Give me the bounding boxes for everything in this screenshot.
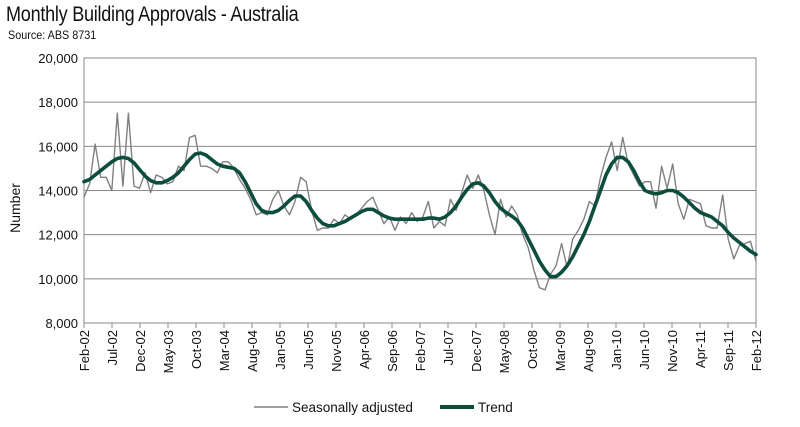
legend-label-trend: Trend	[478, 400, 513, 415]
legend: Seasonally adjusted Trend	[254, 400, 513, 415]
series-line-seasonally-adjusted	[83, 112, 757, 291]
y-tick-label: 20,000	[38, 51, 78, 66]
x-tick-label: Aug-09	[581, 330, 596, 372]
x-tick-label: Jul-02	[105, 330, 120, 365]
x-tick-label: Jan-10	[609, 330, 624, 370]
y-tick-label: 18,000	[38, 95, 78, 110]
chart-title: Monthly Building Approvals - Australia	[6, 3, 299, 26]
x-tick-label: Mar-04	[217, 330, 232, 371]
y-tick-label: 16,000	[38, 139, 78, 154]
y-axis: 8,000 10,000 12,000 14,000 16,000 18,000 20,00…	[38, 51, 78, 331]
x-tick-label: Dec-07	[469, 330, 484, 372]
x-tick-label: Sep-11	[721, 330, 736, 371]
y-tick-label: 14,000	[38, 184, 78, 199]
y-axis-title: Number	[7, 183, 23, 233]
series-lines	[82, 112, 758, 291]
x-tick-label: Jun-05	[301, 330, 316, 370]
series-line-trend	[82, 151, 758, 279]
y-tick-label: 12,000	[38, 228, 78, 243]
x-tick-label: Apr-06	[357, 330, 372, 369]
x-tick-label: Feb-12	[749, 330, 764, 371]
x-tick-label: Jul-07	[441, 330, 456, 365]
x-tick-label: Sep-06	[385, 330, 400, 372]
x-axis: Feb-02 Jul-02 Dec-02 May-03 Oct-03 Mar-04 Aug-…	[77, 323, 764, 373]
x-tick-label: Oct-03	[189, 330, 204, 369]
x-tick-label: Jan-05	[273, 330, 288, 370]
y-tick-label: 10,000	[38, 272, 78, 287]
y-tick-label: 8,000	[45, 316, 78, 331]
x-tick-label: Jun-10	[637, 330, 652, 370]
x-tick-label: May-03	[161, 330, 176, 373]
x-tick-label: Mar-09	[553, 330, 568, 371]
chart-subtitle: Source: ABS 8731	[8, 28, 97, 42]
x-tick-label: Aug-04	[245, 330, 260, 372]
x-tick-label: Apr-11	[693, 330, 708, 368]
x-tick-label: Nov-10	[665, 330, 680, 372]
legend-label-seasonally-adjusted: Seasonally adjusted	[292, 400, 413, 415]
x-tick-label: Dec-02	[133, 330, 148, 372]
x-tick-label: Feb-07	[413, 330, 428, 371]
x-tick-label: Feb-02	[77, 330, 92, 371]
x-tick-label: Oct-08	[525, 330, 540, 369]
gridlines	[84, 101, 756, 280]
x-tick-label: May-08	[497, 330, 512, 373]
x-tick-label: Nov-05	[329, 330, 344, 372]
